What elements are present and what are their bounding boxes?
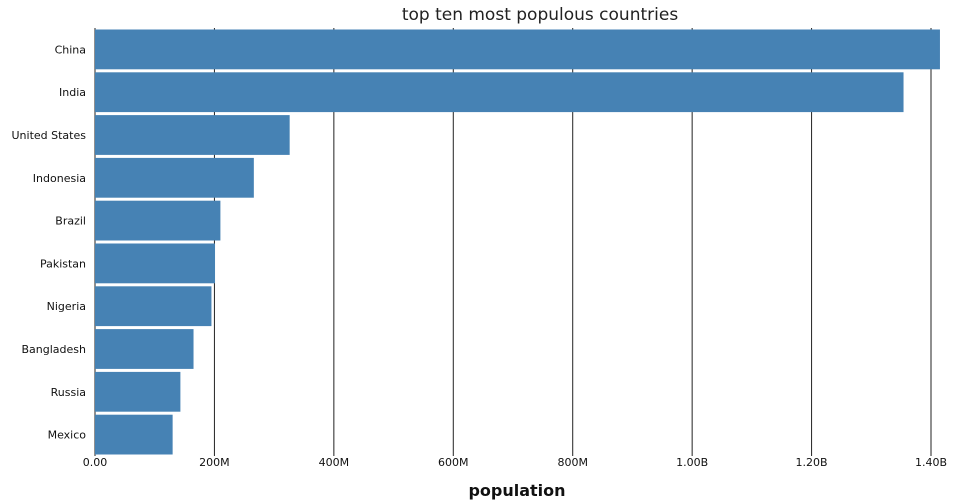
- chart-title: top ten most populous countries: [402, 5, 679, 25]
- bars: [95, 29, 940, 455]
- x-tick-label: 200M: [199, 456, 230, 469]
- y-tick-label: Brazil: [55, 215, 86, 228]
- bar-indonesia[interactable]: [95, 157, 254, 198]
- bar-brazil[interactable]: [95, 200, 221, 241]
- y-tick-label: India: [59, 86, 86, 99]
- x-tick-label: 600M: [438, 456, 469, 469]
- bar-united-states[interactable]: [95, 115, 290, 155]
- bar-bangladesh[interactable]: [95, 329, 194, 369]
- y-tick-label: Bangladesh: [22, 343, 87, 356]
- x-tick-label: 1.40B: [915, 456, 947, 469]
- bar-india[interactable]: [95, 72, 904, 113]
- bar-china[interactable]: [95, 29, 940, 70]
- y-tick-label: Mexico: [48, 429, 87, 442]
- x-tick-label: 1.00B: [676, 456, 708, 469]
- x-tick-label: 1.20B: [796, 456, 828, 469]
- y-tick-label: Indonesia: [33, 172, 86, 185]
- x-tick-label: 800M: [557, 456, 588, 469]
- y-axis-labels: China India United States Indonesia Brazil Pa…: [12, 43, 87, 441]
- bar-mexico[interactable]: [95, 414, 173, 455]
- bar-nigeria[interactable]: [95, 286, 212, 327]
- y-tick-label: Pakistan: [40, 257, 86, 270]
- y-tick-label: United States: [12, 129, 87, 142]
- x-tick-label: 400M: [319, 456, 350, 469]
- x-axis-labels: 0.00 200M 400M 600M 800M 1.00B 1.20B 1.40B: [83, 456, 947, 469]
- bar-pakistan[interactable]: [95, 243, 216, 284]
- x-axis-title: population: [468, 481, 565, 500]
- x-tick-label: 0.00: [83, 456, 108, 469]
- y-tick-label: Russia: [51, 386, 86, 399]
- y-tick-label: China: [55, 43, 86, 56]
- y-tick-label: Nigeria: [47, 300, 86, 313]
- bar-russia[interactable]: [95, 371, 181, 412]
